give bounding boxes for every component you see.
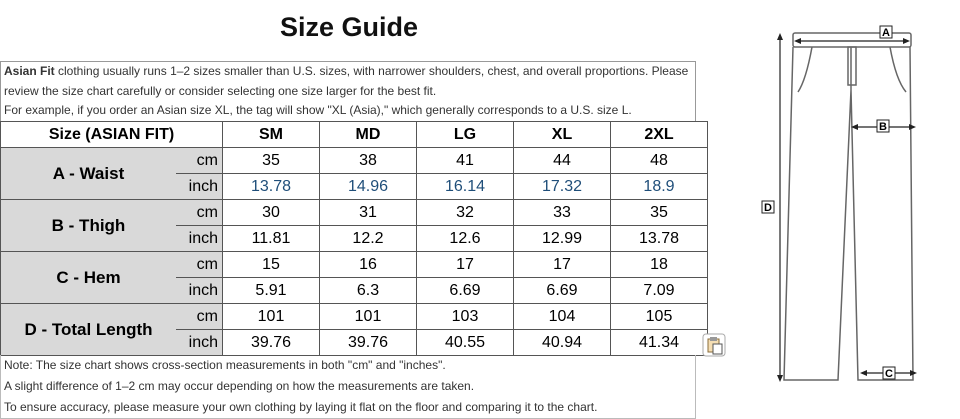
diagram-label: D: [764, 202, 772, 214]
title: Size Guide: [279, 12, 419, 42]
value-cell: 15: [222, 251, 320, 278]
value-cell: 40.55: [416, 329, 514, 356]
value-cell: 6.3: [319, 277, 417, 304]
value-cell: 17: [416, 251, 514, 278]
unit-cell: inch: [176, 277, 223, 304]
clipboard-icon[interactable]: [702, 333, 726, 357]
header-cell: LG: [416, 121, 514, 148]
value-cell: 6.69: [513, 277, 611, 304]
value-cell: 104: [513, 303, 611, 330]
header-cell: Size (ASIAN FIT): [0, 121, 223, 148]
unit-cell: inch: [176, 173, 223, 200]
unit-cell: inch: [176, 225, 223, 252]
value-cell: 6.69: [416, 277, 514, 304]
value-cell: 48: [610, 147, 708, 174]
value-cell: 11.81: [222, 225, 320, 252]
label-box: [879, 25, 893, 39]
value-cell: 31: [319, 199, 417, 226]
row-label: B - Thigh: [0, 199, 176, 252]
row-label: C - Hem: [0, 251, 176, 304]
row-label: D - Total Length: [0, 303, 176, 356]
value-cell: 12.6: [416, 225, 514, 252]
value-cell: 30: [222, 199, 320, 226]
unit-cell: cm: [176, 199, 223, 226]
value-cell: 12.99: [513, 225, 611, 252]
value-cell: 41: [416, 147, 514, 174]
intro-text: clothing usually runs 1–2 sizes smaller …: [4, 64, 689, 98]
value-cell: 105: [610, 303, 708, 330]
label-box: [761, 200, 775, 214]
unit-cell: cm: [176, 147, 223, 174]
diagram-label: A: [882, 27, 890, 39]
value-cell: 40.94: [513, 329, 611, 356]
note-line: A slight difference of 1–2 cm may occur …: [4, 379, 475, 393]
value-cell: 17.32: [513, 173, 611, 200]
value-cell: 16: [319, 251, 417, 278]
diagram-label: C: [885, 368, 893, 380]
value-cell: 101: [222, 303, 320, 330]
value-cell: 103: [416, 303, 514, 330]
value-cell: 33: [513, 199, 611, 226]
value-cell: 12.2: [319, 225, 417, 252]
header-row: Size (ASIAN FIT) SM MD LG XL 2XL: [0, 121, 708, 148]
unit-cell: cm: [176, 303, 223, 330]
value-cell: 35: [610, 199, 708, 226]
table-row: D - Total Length cm 101 101 103 104 105: [0, 303, 708, 356]
table-row: inch 5.91 6.3 6.69 6.69 7.09: [1, 277, 708, 304]
header-cell: XL: [513, 121, 611, 148]
value-cell: 39.76: [222, 329, 320, 356]
value-cell: 101: [319, 303, 417, 330]
intro-paragraph: Asian Fit clothing usually runs 1–2 size…: [4, 62, 695, 101]
value-cell: 41.34: [610, 329, 708, 356]
value-cell: 5.91: [222, 277, 320, 304]
intro-example: For example, if you order an Asian size …: [4, 103, 632, 117]
table-row: A - Waist cm 35 38 41 44 48: [0, 147, 708, 200]
value-cell: 14.96: [319, 173, 417, 200]
table-row: C - Hem cm 15 16 17 17 18: [0, 251, 708, 304]
note-line: To ensure accuracy, please measure your …: [4, 400, 598, 414]
value-cell: 17: [513, 251, 611, 278]
intro: Asian Fit clothing usually runs 1–2 size…: [0, 61, 696, 121]
table-row: inch 13.78 14.96 16.14 17.32 18.9: [1, 173, 708, 200]
value-cell: 44: [513, 147, 611, 174]
value-cell: 7.09: [610, 277, 708, 304]
size-table: Size (ASIAN FIT) SM MD LG XL 2XL A - Waist cm 35…: [0, 121, 708, 356]
header-cell: MD: [319, 121, 417, 148]
unit-cell: inch: [176, 329, 223, 356]
unit-cell: cm: [176, 251, 223, 278]
value-cell: 18: [610, 251, 708, 278]
diagram-label: B: [879, 121, 887, 133]
value-cell: 39.76: [319, 329, 417, 356]
value-cell: 13.78: [610, 225, 708, 252]
value-cell: 32: [416, 199, 514, 226]
header-cell: SM: [222, 121, 320, 148]
intro-bold: Asian Fit: [4, 64, 55, 78]
table-row: inch 39.76 39.76 40.55 40.94 41.34: [1, 329, 708, 356]
header-cell: 2XL: [610, 121, 708, 148]
value-cell: 16.14: [416, 173, 514, 200]
label-box: [876, 119, 890, 133]
note-line: Note: The size chart shows cross-section…: [4, 358, 446, 372]
row-label: A - Waist: [0, 147, 176, 200]
value-cell: 18.9: [610, 173, 708, 200]
value-cell: 13.78: [222, 173, 320, 200]
value-cell: 35: [222, 147, 320, 174]
label-box: [882, 366, 896, 380]
notes: Note: The size chart shows cross-section…: [0, 355, 696, 419]
value-cell: 38: [319, 147, 417, 174]
table-row: B - Thigh cm 30 31 32 33 35: [0, 199, 708, 252]
